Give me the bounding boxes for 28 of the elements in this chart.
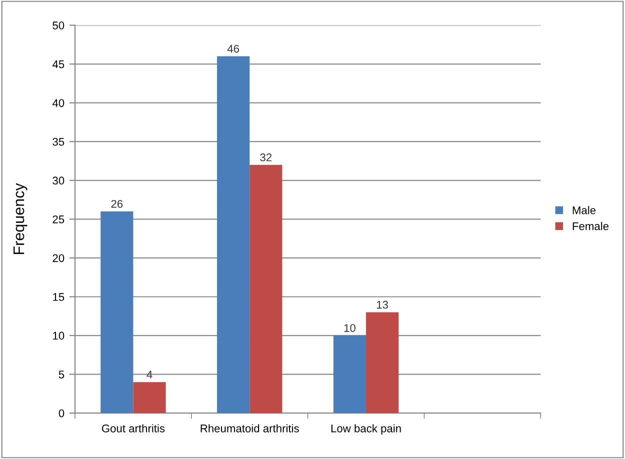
y-tick-label: 50 <box>52 22 64 30</box>
data-label: 32 <box>260 153 272 162</box>
y-tick-label: 40 <box>52 99 64 107</box>
legend-label: Female <box>572 222 609 230</box>
y-tick-label: 45 <box>52 60 64 68</box>
data-label: 26 <box>111 200 123 208</box>
x-tick-label: Gout arthritis <box>102 424 165 432</box>
y-tick-label: 15 <box>53 293 64 301</box>
bar <box>133 382 166 414</box>
x-tick-label: Rheumatoid arthritis <box>200 424 299 432</box>
data-label: 13 <box>376 300 388 309</box>
y-tick-label: 25 <box>52 215 64 224</box>
data-label: 10 <box>344 324 356 332</box>
y-tick-label: 20 <box>52 254 64 262</box>
bar <box>217 56 250 414</box>
y-tick-label: 35 <box>52 138 64 146</box>
y-axis-title: Frequency <box>14 183 28 254</box>
bar <box>333 336 366 414</box>
x-tick-label: Low back pain <box>331 424 401 435</box>
legend-label: Male <box>572 206 596 214</box>
data-label: 46 <box>227 44 240 53</box>
y-tick-label: 5 <box>58 370 64 378</box>
bar <box>100 211 134 414</box>
bar <box>366 312 399 414</box>
y-tick-label: 30 <box>52 176 64 185</box>
y-tick-label: 0 <box>58 409 64 418</box>
bar <box>250 164 282 414</box>
y-tick-label: 10 <box>53 332 64 340</box>
